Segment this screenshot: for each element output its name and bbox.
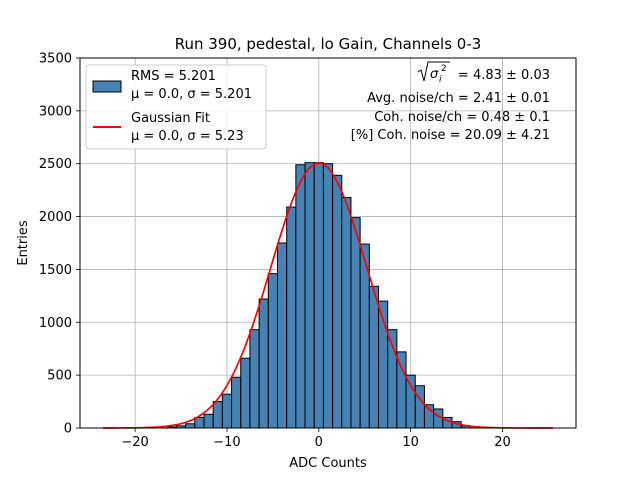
- x-tick-label: 20: [494, 435, 511, 450]
- y-tick-label: 3000: [39, 104, 72, 119]
- histogram-bar: [405, 374, 416, 429]
- x-tick-label: 0: [315, 435, 323, 450]
- x-axis-label: ADC Counts: [289, 456, 367, 471]
- chart-title: Run 390, pedestal, lo Gain, Channels 0-3: [175, 35, 482, 53]
- legend-histogram-swatch: [92, 80, 122, 93]
- x-tick-label: −20: [121, 435, 148, 450]
- legend-box: [85, 64, 267, 150]
- sigma-superscript: 2: [441, 64, 447, 74]
- histogram-bar: [286, 206, 297, 429]
- histogram-bar: [258, 298, 269, 429]
- annotation-coh-noise: Coh. noise/ch = 0.48 ± 0.1: [374, 110, 550, 125]
- legend-fit-stats: μ = 0.0, σ = 5.23: [131, 129, 244, 144]
- y-axis-label: Entries: [16, 220, 31, 266]
- x-tick-label: 10: [402, 435, 419, 450]
- histogram-bar: [396, 351, 407, 429]
- legend-histogram-stats: μ = 0.0, σ = 5.201: [131, 87, 252, 102]
- y-tick-label: 0: [64, 422, 72, 437]
- histogram-bar: [368, 285, 380, 429]
- histogram-bar: [231, 376, 242, 429]
- sqrt-symbol: [417, 61, 450, 82]
- y-tick-label: 2000: [39, 210, 72, 225]
- legend-fit-label: Gaussian Fit: [131, 111, 210, 126]
- histogram-bar: [350, 217, 361, 429]
- histogram-bars: [166, 162, 471, 429]
- y-tick-label: 500: [47, 369, 72, 384]
- histogram-bar: [203, 413, 214, 429]
- annotation-coh-noise-percent: [%] Coh. noise = 20.09 ± 4.21: [351, 128, 550, 143]
- y-tick-label: 3500: [39, 52, 72, 67]
- sigma-symbol: σ: [430, 67, 439, 82]
- histogram-bar: [414, 385, 425, 429]
- gaussian-fit: [102, 162, 554, 429]
- sigma-subscript: i: [439, 75, 442, 85]
- y-tick-label: 1000: [39, 316, 72, 331]
- x-tick-label: −10: [213, 435, 240, 450]
- annotation-sqrt-value: = 4.83 ± 0.03: [458, 68, 550, 83]
- axes-frame: [79, 57, 577, 429]
- histogram-bar: [185, 423, 196, 429]
- histogram-bar: [295, 164, 306, 429]
- histogram-bar: [313, 162, 324, 429]
- annotation-sqrt-sigma: σ 2 i = 4.83 ± 0.03: [417, 61, 550, 85]
- y-tick-label: 1500: [39, 263, 72, 278]
- histogram-bar: [249, 329, 260, 429]
- legend-histogram-label: RMS = 5.201: [131, 69, 216, 84]
- histogram-bar: [276, 242, 288, 429]
- histogram-bar: [221, 393, 233, 429]
- noise-annotations: σ 2 i = 4.83 ± 0.03 Avg. noise/ch = 2.41…: [351, 61, 550, 143]
- gaussian-fit-curve: [102, 162, 554, 429]
- legend: RMS = 5.201 μ = 0.0, σ = 5.201 Gaussian …: [85, 64, 267, 150]
- histogram-bar: [322, 163, 334, 429]
- y-tick-label: 2500: [39, 157, 72, 172]
- histogram-bar: [332, 174, 343, 429]
- histogram-bar: [194, 416, 205, 429]
- histogram-bar: [304, 162, 315, 429]
- annotation-avg-noise: Avg. noise/ch = 2.41 ± 0.01: [367, 91, 550, 106]
- histogram-bar: [341, 197, 352, 429]
- axis-ticks: −20 −10 0 10 20 0 500 1000 1500 2000 2500 3000 3500: [39, 52, 511, 451]
- histogram-bar: [240, 357, 251, 429]
- histogram-bar: [212, 401, 223, 429]
- histogram-bar: [267, 273, 278, 429]
